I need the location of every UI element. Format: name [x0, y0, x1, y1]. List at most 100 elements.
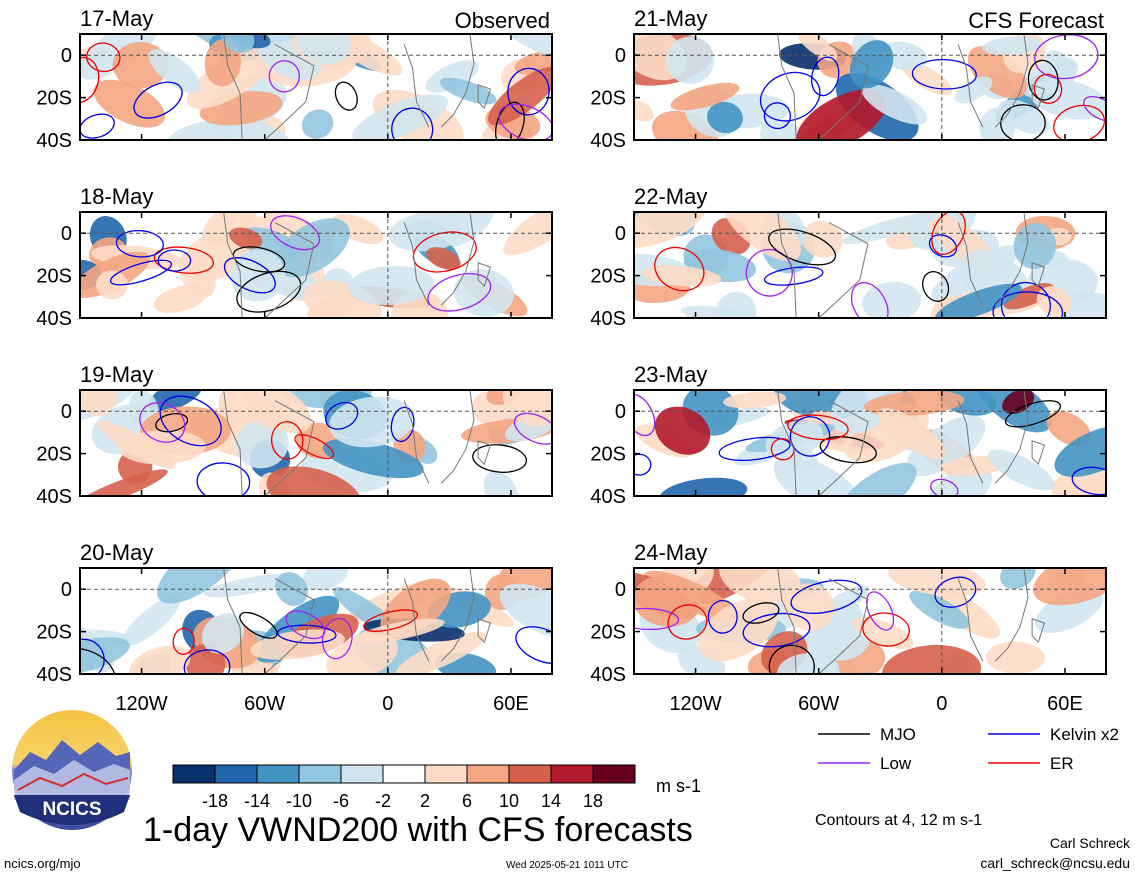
panel-19-May: 0 20S 40S 19-May — [36, 362, 553, 508]
panel-date-label: 23-May — [634, 362, 707, 387]
contour-line — [159, 395, 222, 447]
y-tick-label: 0 — [61, 45, 72, 67]
field-blob — [352, 618, 445, 644]
contour-line — [270, 215, 321, 251]
field-blob — [235, 419, 289, 469]
legend-note: Contours at 4, 12 m s-1 — [815, 812, 982, 829]
field-blob — [985, 641, 1046, 674]
forecast-label: CFS Forecast — [968, 8, 1104, 33]
field-blob — [499, 583, 552, 640]
panel-frame — [633, 567, 1107, 675]
field-blob — [93, 79, 166, 128]
logo-text: NCICS — [42, 799, 101, 820]
contour-line — [270, 421, 304, 460]
coastline — [777, 390, 1046, 496]
panel-date-label: 21-May — [634, 6, 707, 31]
field-blob — [302, 568, 349, 591]
field-blob — [926, 465, 993, 496]
contour-line — [789, 416, 831, 457]
panel-frame — [79, 33, 553, 141]
colorbar-swatch — [298, 764, 342, 784]
field-blob — [666, 36, 715, 84]
contour-line — [139, 402, 186, 443]
field-blob — [654, 406, 711, 455]
field-blob — [148, 49, 201, 94]
y-tick-label: 40S — [590, 308, 626, 330]
contour-line — [742, 602, 780, 624]
field-blob — [326, 633, 398, 674]
field-blob — [503, 212, 552, 256]
vwnd-field — [634, 390, 1106, 496]
field-blob — [1057, 292, 1106, 318]
y-tick-label: 40S — [36, 308, 72, 330]
x-tick-label: 60W — [798, 693, 839, 715]
field-blob — [881, 644, 982, 674]
field-blob — [322, 438, 424, 479]
field-blob — [297, 34, 351, 65]
contour-line — [391, 107, 434, 140]
contour-line — [742, 612, 811, 648]
vwnd-field — [634, 34, 1106, 140]
contour-line — [930, 478, 959, 496]
contour-line — [654, 246, 705, 292]
contour-line — [183, 649, 231, 674]
contour-line — [934, 576, 977, 608]
y-tick-label: 40S — [36, 130, 72, 152]
field-blob — [934, 283, 1022, 318]
field-blob — [1036, 286, 1072, 317]
panel-date-label: 20-May — [80, 540, 153, 565]
field-blob — [796, 34, 838, 62]
field-blob — [502, 390, 552, 427]
panel-frame — [633, 389, 1107, 497]
y-tick-label: 40S — [36, 486, 72, 508]
contour-line — [86, 42, 121, 73]
y-tick-label: 20S — [590, 622, 626, 644]
field-blob — [266, 466, 363, 496]
colorbar-swatch — [382, 764, 426, 784]
contour-line — [277, 624, 337, 644]
field-blob — [388, 212, 469, 252]
coastline — [223, 390, 492, 496]
field-blob — [842, 212, 941, 244]
contour-line — [928, 234, 958, 258]
contour-line — [390, 406, 415, 443]
website-label: ncics.org/mjo — [4, 856, 81, 871]
colorbar-units-label: m s-1 — [656, 776, 701, 796]
field-blob — [681, 305, 768, 318]
vwnd-field — [80, 34, 552, 140]
colorbar-swatch — [172, 764, 216, 784]
y-tick-label: 40S — [36, 664, 72, 686]
panel-21-May: 0 20S 40S 21-May CFS Forecast — [590, 6, 1107, 152]
field-blob — [862, 281, 922, 318]
field-blob — [244, 390, 312, 434]
contour-line — [634, 607, 680, 631]
contour-line — [866, 591, 895, 631]
vwnd-field — [80, 212, 552, 318]
legend: MJO Kelvin x2 Low ER — [818, 725, 1119, 773]
contour-line — [427, 273, 492, 312]
field-blob — [906, 415, 986, 477]
field-blob — [901, 61, 953, 96]
colorbar-label: -6 — [333, 791, 349, 811]
contour-line — [759, 71, 821, 122]
contour-line — [498, 103, 552, 140]
panel-date-label: 18-May — [80, 184, 153, 209]
contour-line — [1033, 73, 1063, 104]
x-tick-label: 120W — [115, 693, 167, 715]
y-tick-label: 0 — [61, 223, 72, 245]
field-blob — [721, 212, 801, 261]
field-blob — [221, 34, 255, 53]
x-tick-label: 60E — [1047, 693, 1083, 715]
field-blob — [670, 82, 740, 111]
panel-20-May: 0 20S 40S 20-May 120W 60W 0 60E — [36, 540, 553, 715]
field-blob — [212, 117, 292, 140]
contour-line — [819, 436, 877, 464]
field-blob — [395, 631, 486, 674]
y-tick-label: 0 — [61, 401, 72, 423]
field-blob — [1013, 222, 1057, 269]
field-blob — [634, 100, 654, 122]
coastline — [777, 212, 1046, 318]
field-blob — [849, 40, 894, 89]
contour-line — [862, 612, 910, 647]
field-blob — [909, 590, 970, 629]
